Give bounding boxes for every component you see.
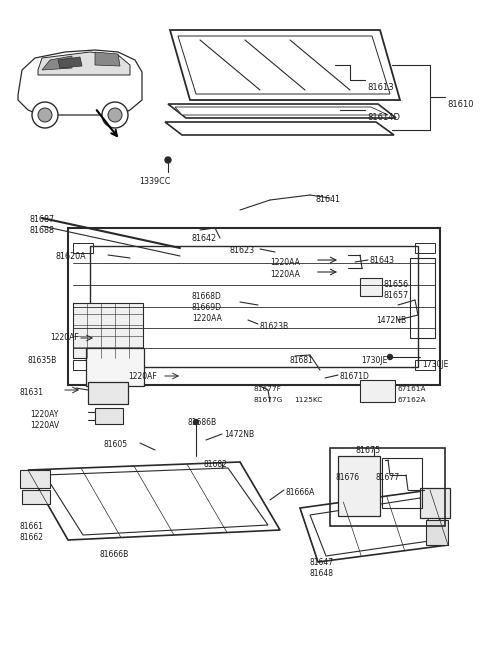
Bar xyxy=(22,490,50,504)
Bar xyxy=(382,458,422,508)
Bar xyxy=(415,360,435,370)
Text: 1220AA: 1220AA xyxy=(192,314,222,323)
Text: 81643: 81643 xyxy=(370,256,395,265)
Text: 1472NB: 1472NB xyxy=(224,430,254,439)
Text: 81675: 81675 xyxy=(356,446,381,455)
Bar xyxy=(88,382,128,404)
Text: 81661: 81661 xyxy=(20,522,44,531)
Polygon shape xyxy=(45,468,268,535)
Text: 81642: 81642 xyxy=(192,234,217,243)
Text: 81677G: 81677G xyxy=(254,397,283,403)
Bar xyxy=(73,243,93,253)
Text: 1220AA: 1220AA xyxy=(270,270,300,279)
Text: 81623: 81623 xyxy=(230,246,255,255)
Text: 67162A: 67162A xyxy=(398,397,427,403)
Bar xyxy=(410,258,435,338)
Bar xyxy=(360,278,382,296)
Text: 81669D: 81669D xyxy=(192,303,222,312)
Text: 81620A: 81620A xyxy=(55,252,85,261)
Polygon shape xyxy=(42,56,72,70)
Polygon shape xyxy=(178,36,390,94)
Polygon shape xyxy=(58,57,82,68)
Text: 67161A: 67161A xyxy=(398,386,427,392)
Text: 1730JE: 1730JE xyxy=(422,360,448,369)
Bar xyxy=(86,348,144,386)
Text: 81631: 81631 xyxy=(20,388,44,397)
Bar xyxy=(73,360,93,370)
Bar xyxy=(338,456,380,516)
Text: 81671D: 81671D xyxy=(340,372,370,381)
Text: 81613: 81613 xyxy=(367,83,394,92)
Circle shape xyxy=(193,419,199,424)
Text: 81648: 81648 xyxy=(310,569,334,578)
Polygon shape xyxy=(165,122,394,135)
Text: 81656: 81656 xyxy=(384,280,409,289)
Circle shape xyxy=(32,102,58,128)
Text: 81647: 81647 xyxy=(310,558,334,567)
Text: 81686B: 81686B xyxy=(188,418,217,427)
Text: 81681: 81681 xyxy=(290,356,314,365)
Polygon shape xyxy=(18,50,142,115)
Text: 81688: 81688 xyxy=(30,226,55,235)
Text: 1125KC: 1125KC xyxy=(294,397,323,403)
Text: 81662: 81662 xyxy=(20,533,44,542)
Text: 81623B: 81623B xyxy=(260,322,289,331)
Text: 81610: 81610 xyxy=(447,100,473,109)
Text: 81657: 81657 xyxy=(384,291,409,300)
Text: 81666B: 81666B xyxy=(100,550,129,559)
Bar xyxy=(360,380,395,402)
Text: 81635B: 81635B xyxy=(28,356,57,365)
Text: 1220AA: 1220AA xyxy=(270,258,300,267)
Text: 1730JE: 1730JE xyxy=(361,356,388,365)
Text: 1472NB: 1472NB xyxy=(376,316,406,325)
Text: 81676: 81676 xyxy=(336,473,360,482)
Polygon shape xyxy=(168,104,396,118)
Bar xyxy=(420,488,450,518)
Text: 81641: 81641 xyxy=(316,195,341,204)
Bar xyxy=(330,448,445,526)
Text: 81682: 81682 xyxy=(204,460,228,469)
Text: 1220AF: 1220AF xyxy=(50,333,79,342)
Polygon shape xyxy=(310,498,436,556)
Polygon shape xyxy=(38,52,130,75)
Circle shape xyxy=(38,108,52,122)
Circle shape xyxy=(165,157,171,163)
Bar xyxy=(95,408,123,424)
Polygon shape xyxy=(300,490,448,562)
Circle shape xyxy=(102,102,128,128)
Text: 81614D: 81614D xyxy=(367,113,400,122)
Bar xyxy=(73,303,143,358)
Bar xyxy=(426,520,448,545)
Text: 81666A: 81666A xyxy=(286,488,315,497)
Text: 81687: 81687 xyxy=(30,215,55,224)
Bar xyxy=(415,243,435,253)
Text: 81677F: 81677F xyxy=(254,386,282,392)
Bar xyxy=(20,470,50,488)
Text: 81668D: 81668D xyxy=(192,292,222,301)
Text: 1220AY: 1220AY xyxy=(30,410,59,419)
Circle shape xyxy=(108,108,122,122)
Polygon shape xyxy=(170,30,400,100)
Polygon shape xyxy=(175,107,388,115)
Text: 1339CC: 1339CC xyxy=(139,177,171,186)
Polygon shape xyxy=(28,462,280,540)
Text: 1220AV: 1220AV xyxy=(30,421,59,430)
Text: 81677: 81677 xyxy=(376,473,400,482)
Polygon shape xyxy=(95,52,120,66)
Text: 81605: 81605 xyxy=(104,440,128,449)
Text: 1220AF: 1220AF xyxy=(128,372,157,381)
Circle shape xyxy=(387,354,393,360)
